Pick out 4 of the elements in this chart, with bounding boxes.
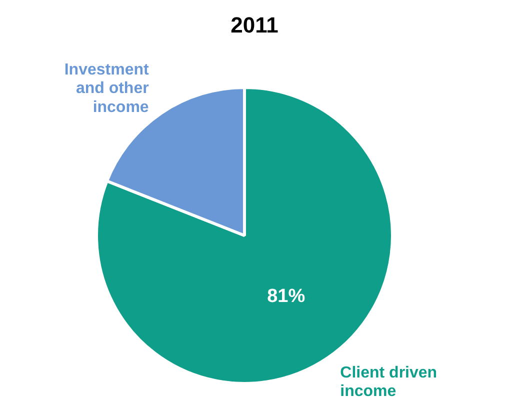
chart-title: 2011 bbox=[230, 12, 278, 38]
slice-label: Client driven income bbox=[340, 364, 438, 400]
data-label: 81% bbox=[267, 286, 306, 308]
slice-label: Investment and other income bbox=[64, 61, 150, 116]
